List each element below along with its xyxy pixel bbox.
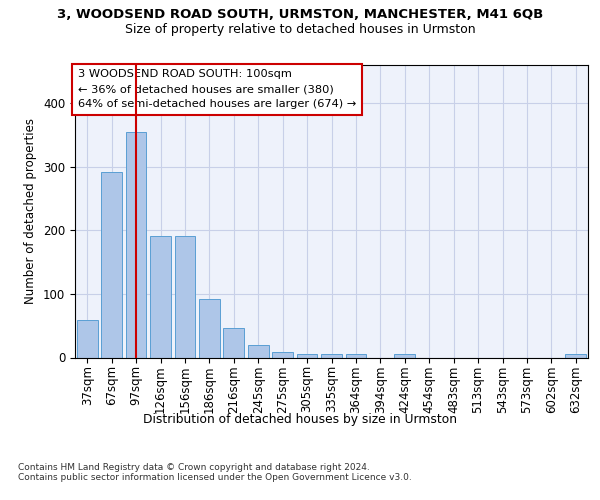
Bar bbox=[346, 354, 367, 358]
Text: Size of property relative to detached houses in Urmston: Size of property relative to detached ho… bbox=[125, 22, 475, 36]
Bar bbox=[101, 172, 122, 358]
Y-axis label: Number of detached properties: Number of detached properties bbox=[25, 118, 37, 304]
Bar bbox=[394, 354, 415, 358]
Text: Distribution of detached houses by size in Urmston: Distribution of detached houses by size … bbox=[143, 412, 457, 426]
Bar bbox=[150, 236, 171, 358]
Bar bbox=[272, 352, 293, 358]
Text: 3, WOODSEND ROAD SOUTH, URMSTON, MANCHESTER, M41 6QB: 3, WOODSEND ROAD SOUTH, URMSTON, MANCHES… bbox=[57, 8, 543, 20]
Bar bbox=[248, 345, 269, 358]
Text: 3 WOODSEND ROAD SOUTH: 100sqm
← 36% of detached houses are smaller (380)
64% of : 3 WOODSEND ROAD SOUTH: 100sqm ← 36% of d… bbox=[77, 70, 356, 109]
Text: Contains HM Land Registry data © Crown copyright and database right 2024.
Contai: Contains HM Land Registry data © Crown c… bbox=[18, 462, 412, 482]
Bar bbox=[296, 354, 317, 358]
Bar bbox=[125, 132, 146, 358]
Bar bbox=[223, 328, 244, 358]
Bar bbox=[175, 236, 196, 358]
Bar bbox=[321, 354, 342, 358]
Bar bbox=[199, 299, 220, 358]
Bar bbox=[77, 320, 98, 358]
Bar bbox=[565, 354, 586, 358]
